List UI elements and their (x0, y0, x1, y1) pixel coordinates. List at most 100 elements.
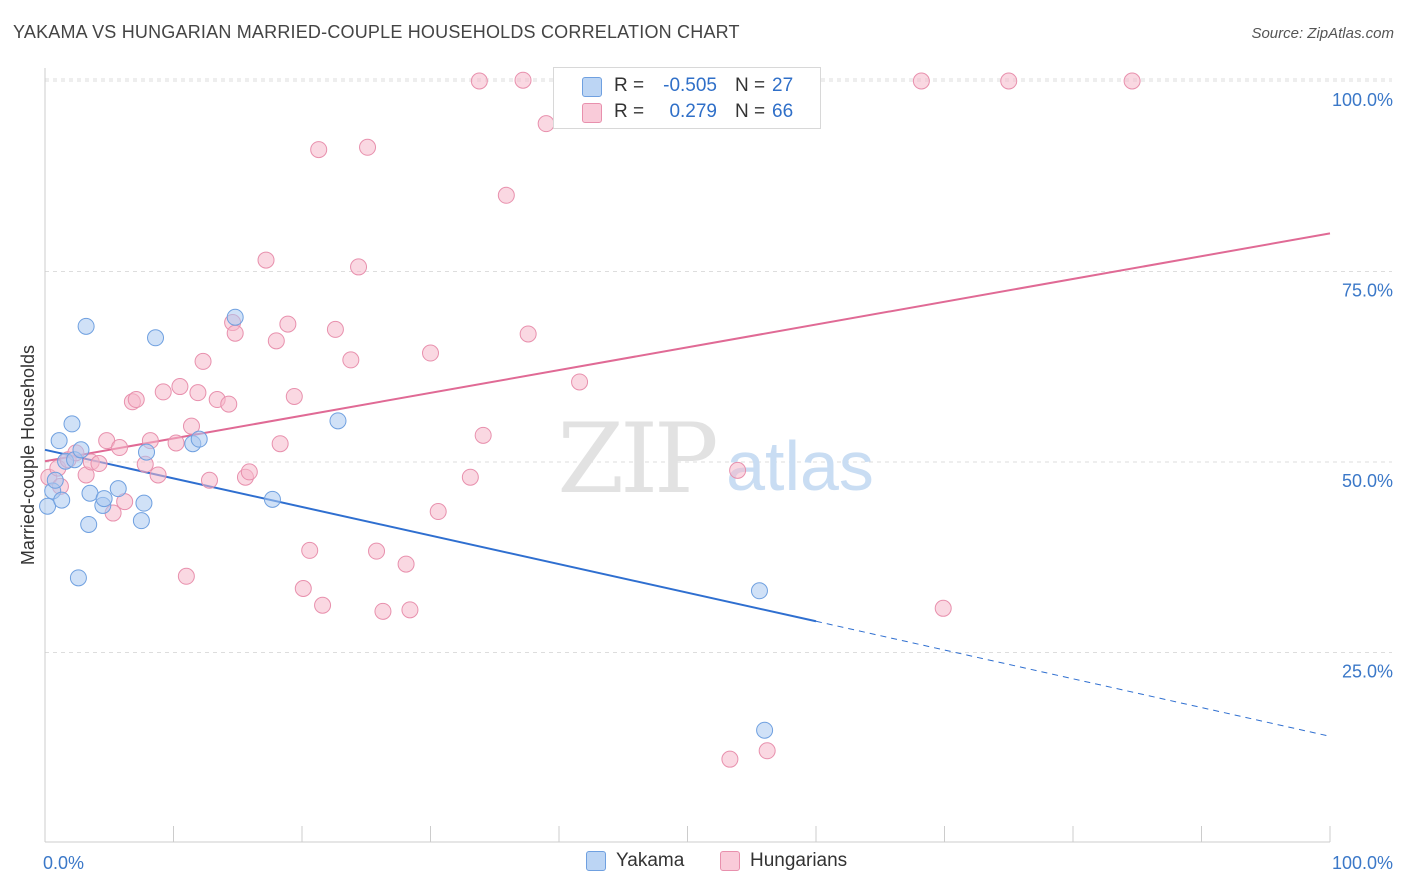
yakama-point (80, 515, 98, 533)
hungarians-point (301, 541, 319, 559)
hungarians-point (401, 601, 419, 619)
hungarians-point (154, 383, 172, 401)
hungarians-point (90, 455, 108, 473)
correlation-legend: R = -0.505 N = 27 R = 0.279 N = 66 (553, 67, 821, 129)
hungarians-point (474, 426, 492, 444)
hungarians-point (422, 344, 439, 362)
y-tick-labels: 25.0% 50.0% 75.0% 100.0% (1332, 90, 1393, 682)
correlation-row-yakama: R = -0.505 N = 27 (554, 75, 822, 101)
x-tick-labels: 0.0% 100.0% (43, 853, 1393, 873)
yakama-point (190, 430, 208, 448)
hungarians-point (721, 750, 739, 768)
legend: Yakama Hungarians (0, 850, 1406, 880)
watermark-atlas: atlas (726, 427, 874, 505)
hungarians-point (177, 567, 195, 585)
data-points (39, 71, 1141, 768)
hungarians-point (314, 596, 332, 614)
yakama-point (329, 412, 347, 430)
hungarians-point (374, 602, 392, 620)
yakama-point (263, 490, 281, 508)
yakama-point (95, 490, 113, 508)
hungarians-point (470, 72, 488, 90)
hungarians-point (1000, 72, 1018, 90)
hungarians-point (194, 352, 212, 370)
yakama-trend-extension (815, 620, 1331, 737)
hungarians-point (267, 332, 285, 350)
hungarians-point (240, 463, 258, 481)
n-label: N = (735, 101, 766, 122)
yakama-point (81, 484, 99, 502)
yakama-point (138, 443, 156, 461)
r-value: 0.279 (669, 101, 717, 122)
yakama-point (756, 721, 774, 739)
yakama-point (63, 415, 81, 433)
n-value: 66 (772, 101, 794, 122)
yakama-point (46, 471, 64, 489)
hungarians-point (271, 435, 289, 453)
hungarians-point (729, 461, 747, 479)
yakama-point (39, 497, 57, 515)
yakama-point (135, 494, 153, 512)
r-label: R = (614, 75, 645, 96)
hungarians-trend-line (44, 232, 1331, 463)
r-label: R = (614, 101, 645, 122)
yakama-point (72, 441, 90, 459)
yakama-point (226, 308, 244, 326)
hungarians-point (220, 395, 238, 413)
hungarians-point (397, 555, 415, 573)
yakama-point (147, 329, 165, 347)
chart-title: YAKAMA VS HUNGARIAN MARRIED-COUPLE HOUSE… (13, 22, 740, 42)
yakama-point (77, 317, 95, 335)
hungarians-point (1123, 72, 1141, 90)
hungarians-point (514, 71, 532, 89)
hungarians-point (519, 325, 537, 343)
n-label: N = (735, 75, 766, 96)
hungarians-point (111, 439, 129, 457)
hungarians-point (461, 468, 479, 486)
legend-item-yakama[interactable]: Yakama (586, 850, 684, 872)
y-tick-label: 50.0% (1342, 471, 1393, 491)
source-note: Source: ZipAtlas.com (1251, 25, 1394, 42)
yakama-swatch (586, 851, 606, 871)
hungarians-point (200, 471, 218, 489)
hungarians-point (285, 387, 303, 405)
hungarians-point (326, 320, 344, 338)
hungarians-point (310, 141, 328, 159)
hungarians-point (912, 72, 930, 90)
correlation-row-hungarians: R = 0.279 N = 66 (554, 101, 822, 127)
hungarians-point (758, 742, 776, 760)
legend-item-hungarians[interactable]: Hungarians (720, 850, 847, 872)
hungarians-point (171, 378, 189, 396)
hungarians-point (537, 115, 555, 133)
hungarians-point (127, 391, 145, 409)
x-tick-label: 0.0% (43, 853, 84, 873)
watermark-zip: ZIP (557, 403, 716, 515)
hungarians-point (257, 251, 275, 269)
hungarians-swatch (582, 103, 602, 123)
hungarians-point (934, 599, 952, 617)
yakama-point (50, 432, 68, 450)
hungarians-point (167, 434, 185, 452)
y-axis-label: Married-couple Households (18, 345, 38, 565)
x-tick-label: 100.0% (1332, 853, 1393, 873)
grid-lines (45, 78, 1392, 653)
hungarians-point (497, 186, 515, 204)
watermark: ZIP atlas (557, 403, 874, 515)
yakama-trend-line (44, 448, 817, 623)
hungarians-point (279, 315, 297, 333)
n-value: 27 (772, 75, 794, 96)
yakama-point (53, 491, 71, 509)
hungarians-point (226, 324, 244, 342)
hungarians-point (571, 373, 589, 391)
hungarians-point (149, 466, 167, 484)
yakama-point (109, 480, 127, 498)
yakama-point (69, 569, 87, 587)
yakama-swatch (582, 77, 602, 97)
hungarians-point (359, 138, 377, 156)
hungarians-point (350, 258, 368, 276)
y-tick-label: 75.0% (1342, 281, 1393, 301)
y-tick-label: 100.0% (1332, 90, 1393, 110)
yakama-point (750, 582, 768, 600)
legend-label: Yakama (616, 850, 685, 871)
